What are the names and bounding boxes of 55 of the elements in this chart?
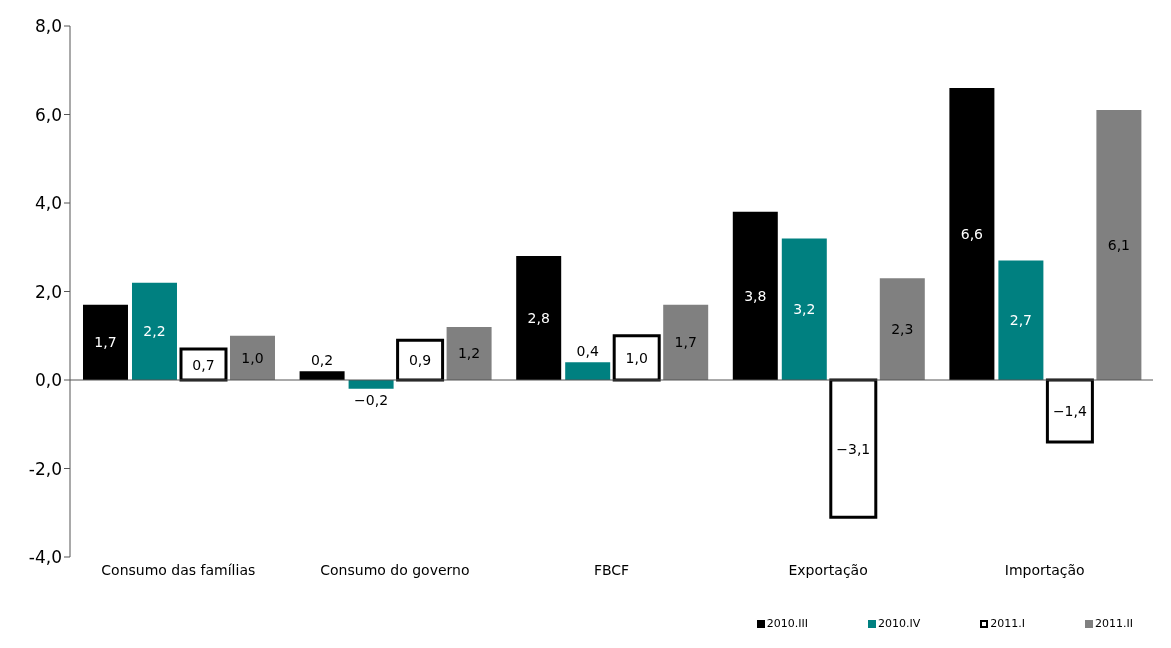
bar	[829, 378, 878, 519]
bar	[879, 278, 925, 380]
y-tick-label: 2,0	[34, 281, 62, 302]
bar	[446, 326, 492, 380]
bar	[612, 334, 661, 382]
data-label: 1,2	[457, 345, 481, 362]
y-tick-label: -4,0	[28, 547, 62, 568]
bar	[1045, 378, 1094, 444]
bar	[348, 380, 394, 389]
data-label: −3,1	[836, 440, 871, 457]
bar	[732, 211, 778, 380]
y-tick-label: 6,0	[34, 104, 62, 125]
bar	[663, 304, 709, 380]
data-label: 1,0	[241, 349, 264, 366]
bar	[299, 371, 345, 380]
bar	[230, 335, 275, 380]
data-label: −0,2	[354, 391, 389, 408]
legend-label: 2010.IV	[878, 617, 921, 630]
bar	[781, 238, 827, 380]
data-label: 6,1	[1107, 237, 1131, 254]
y-tick-label: 8,0	[34, 16, 62, 37]
bar	[516, 256, 562, 380]
data-label: 0,9	[408, 352, 432, 369]
bar	[83, 304, 128, 380]
bar	[565, 362, 611, 380]
legend-label: 2010.III	[766, 617, 808, 630]
legend-label: 2011.II	[1095, 617, 1133, 630]
data-label: −1,4	[1052, 402, 1087, 419]
x-tick-label: Importação	[1004, 561, 1085, 578]
data-label: 0,2	[310, 352, 334, 369]
x-tick-label: Exportação	[788, 561, 868, 578]
x-tick-label: FBCF	[593, 561, 630, 578]
data-label: 6,6	[960, 225, 984, 242]
data-label: 2,7	[1009, 312, 1033, 329]
data-label: 2,3	[891, 321, 914, 338]
y-tick-label: -2,0	[28, 458, 62, 479]
data-label: 1,7	[94, 334, 117, 351]
data-label: 2,8	[527, 310, 550, 327]
bar	[998, 260, 1044, 380]
bar	[396, 338, 445, 382]
bar	[949, 87, 995, 380]
y-tick-label: 0,0	[34, 370, 62, 391]
x-tick-label: Consumo do governo	[320, 561, 470, 578]
data-label: 0,7	[192, 356, 215, 373]
data-label: 1,0	[625, 349, 648, 366]
y-tick-label: 4,0	[34, 193, 62, 214]
legend-label: 2011.I	[990, 617, 1026, 630]
data-label: 3,2	[793, 301, 816, 318]
data-label: 3,8	[744, 287, 767, 304]
data-label: 2,2	[143, 323, 166, 340]
data-label: 1,7	[674, 334, 697, 351]
x-tick-label: Consumo das famílias	[101, 561, 256, 578]
bar	[132, 282, 177, 380]
bar	[1096, 110, 1142, 380]
data-label: 0,4	[576, 343, 599, 360]
